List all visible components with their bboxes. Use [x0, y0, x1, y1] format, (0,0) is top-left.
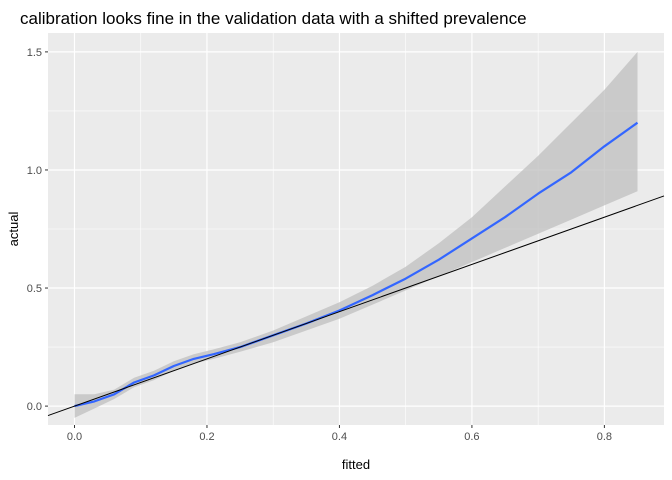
identity-reference-line: [47, 195, 665, 417]
series-lines: [47, 121, 665, 417]
x-tick-label: 0.2: [199, 431, 214, 443]
y-tick-label: 1.0: [27, 165, 42, 177]
chart-title: calibration looks fine in the validation…: [20, 9, 527, 28]
y-tick-label: 0.5: [27, 283, 42, 295]
x-axis-ticks: 0.0 0.2 0.4 0.6 0.8: [67, 425, 612, 443]
x-tick-label: 0.0: [67, 431, 82, 443]
x-axis-label: fitted: [342, 457, 370, 472]
y-axis-label: actual: [6, 212, 21, 247]
confidence-ribbons: [74, 51, 638, 418]
x-tick-label: 0.8: [597, 431, 612, 443]
y-tick-label: 1.5: [27, 47, 42, 59]
y-tick-label: 0.0: [27, 401, 42, 413]
minor-gridlines: [48, 33, 664, 425]
y-axis-ticks: 0.0 0.5 1.0 1.5: [27, 47, 48, 413]
x-tick-label: 0.4: [332, 431, 347, 443]
x-tick-label: 0.6: [464, 431, 479, 443]
confidence-ribbon: [74, 51, 638, 418]
